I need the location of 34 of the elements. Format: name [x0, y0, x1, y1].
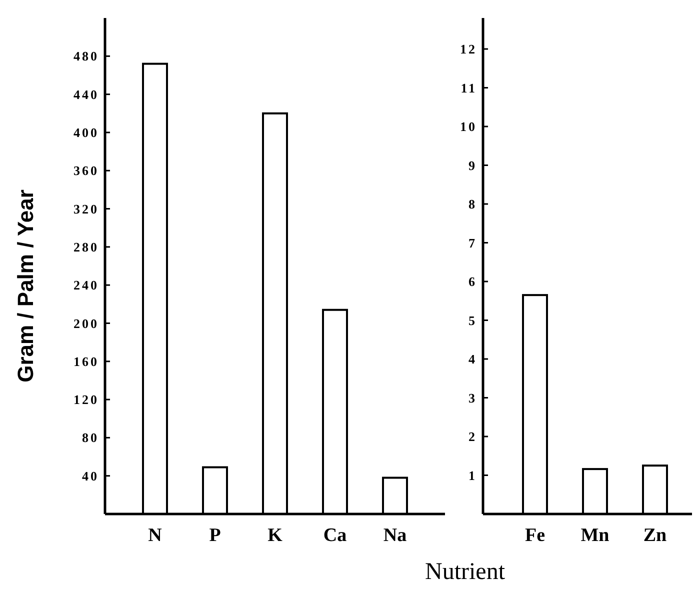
x-tick-label: Mn [580, 525, 610, 546]
y-tick-label: 7 [468, 235, 477, 250]
y-tick-label: 440 [74, 86, 99, 102]
y-tick-label: 400 [74, 125, 99, 140]
x-tick-label: Ca [323, 525, 348, 546]
y-tick-label: 9 [468, 158, 477, 173]
x-tick-label: Fe [524, 525, 546, 546]
y-tick-label: 120 [74, 392, 99, 408]
y-tick-label: 11 [460, 80, 477, 96]
y-tick-label: 240 [74, 278, 99, 293]
y-tick-label: 5 [468, 312, 477, 328]
y-tick-label: 80 [82, 430, 99, 446]
y-tick-label: 40 [82, 468, 99, 484]
y-tick-label: 320 [74, 201, 99, 216]
y-tick-label: 12 [460, 42, 477, 57]
x-axis-title: Nutrient [425, 559, 506, 585]
y-tick-label: 4 [468, 352, 477, 367]
x-tick-label: N [148, 525, 162, 546]
x-tick-label: K [268, 525, 283, 546]
x-tick-label: P [209, 525, 222, 546]
y-tick-label: 360 [74, 163, 99, 178]
y-tick-label: 280 [74, 239, 99, 254]
y-tick-label: 1 [468, 468, 477, 483]
y-axis-title: Gram / Palm / Year [13, 189, 38, 382]
y-tick-label: 480 [74, 48, 99, 64]
y-tick-label: 2 [468, 429, 477, 444]
y-tick-label: 160 [74, 354, 99, 369]
y-tick-label: 3 [468, 390, 477, 406]
y-tick-label: 6 [468, 274, 477, 290]
y-tick-label: 200 [74, 316, 99, 331]
y-tick-label: 8 [468, 196, 477, 212]
x-tick-label: Zn [643, 525, 668, 546]
x-tick-label: Na [383, 525, 408, 546]
y-tick-label: 10 [460, 119, 477, 134]
